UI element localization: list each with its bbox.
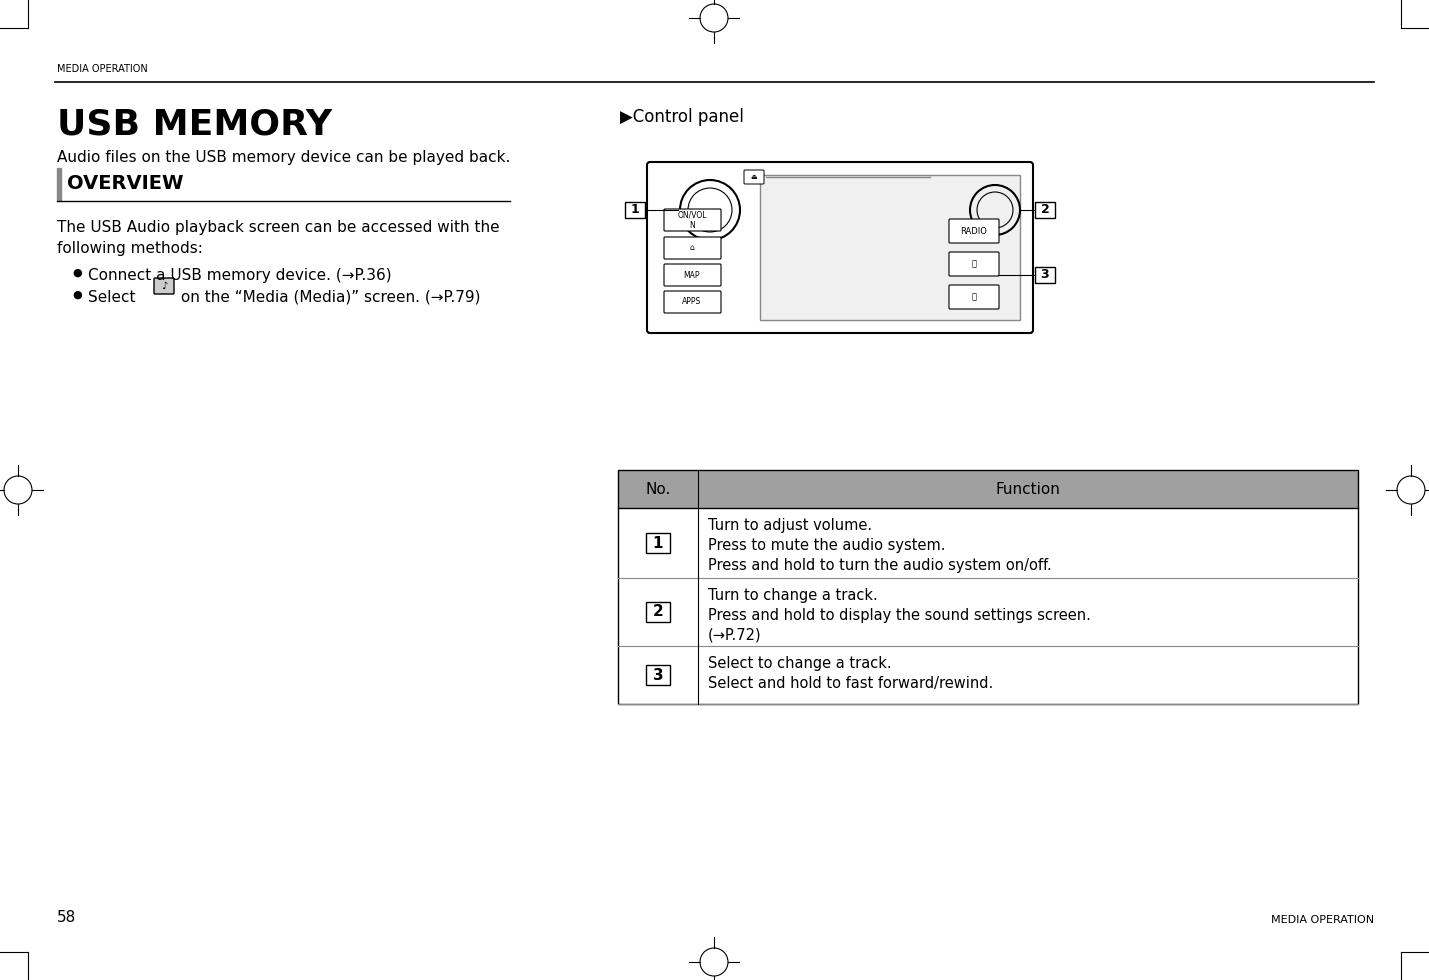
Text: ON/VOL
N: ON/VOL N <box>677 211 707 229</box>
Bar <box>646 602 670 622</box>
Text: ●: ● <box>71 268 81 278</box>
Text: 1: 1 <box>630 204 639 217</box>
FancyBboxPatch shape <box>745 170 765 184</box>
Text: Turn to change a track.
Press and hold to display the sound settings screen.
(→P: Turn to change a track. Press and hold t… <box>707 588 1090 643</box>
Text: APPS: APPS <box>683 298 702 307</box>
Text: Turn to adjust volume.
Press to mute the audio system.
Press and hold to turn th: Turn to adjust volume. Press to mute the… <box>707 518 1052 572</box>
Text: Function: Function <box>996 481 1060 497</box>
FancyBboxPatch shape <box>154 278 174 294</box>
Text: OVERVIEW: OVERVIEW <box>67 174 183 193</box>
FancyBboxPatch shape <box>949 252 999 276</box>
Bar <box>1035 267 1055 283</box>
Bar <box>760 175 1020 320</box>
Bar <box>624 202 644 218</box>
Text: USB MEMORY: USB MEMORY <box>57 108 332 142</box>
Text: ⏭: ⏭ <box>972 292 976 302</box>
Text: ⏮: ⏮ <box>972 260 976 269</box>
Bar <box>617 646 1358 704</box>
Bar <box>1035 202 1055 218</box>
Text: 2: 2 <box>1040 204 1049 217</box>
FancyBboxPatch shape <box>949 285 999 309</box>
Text: Select to change a track.
Select and hold to fast forward/rewind.: Select to change a track. Select and hol… <box>707 656 993 691</box>
FancyBboxPatch shape <box>664 237 722 259</box>
FancyBboxPatch shape <box>664 264 722 286</box>
Text: ⏏: ⏏ <box>750 174 757 180</box>
FancyBboxPatch shape <box>664 209 722 231</box>
Text: MAP: MAP <box>683 270 700 279</box>
Text: No.: No. <box>646 481 670 497</box>
FancyBboxPatch shape <box>664 291 722 313</box>
Bar <box>617 470 1358 508</box>
Text: MEDIA OPERATION: MEDIA OPERATION <box>57 64 147 74</box>
Text: 1: 1 <box>653 535 663 551</box>
Text: 2: 2 <box>653 605 663 619</box>
Text: The USB Audio playback screen can be accessed with the
following methods:: The USB Audio playback screen can be acc… <box>57 220 500 256</box>
Text: on the “Media (Media)” screen. (→P.79): on the “Media (Media)” screen. (→P.79) <box>176 290 480 305</box>
Text: Connect a USB memory device. (→P.36): Connect a USB memory device. (→P.36) <box>89 268 392 283</box>
Text: 58: 58 <box>57 910 76 925</box>
Text: ●: ● <box>71 290 81 300</box>
Text: MEDIA OPERATION: MEDIA OPERATION <box>1270 915 1375 925</box>
FancyBboxPatch shape <box>647 162 1033 333</box>
Text: 3: 3 <box>1040 269 1049 281</box>
Bar <box>57 168 61 200</box>
FancyBboxPatch shape <box>949 219 999 243</box>
Text: Audio files on the USB memory device can be played back.: Audio files on the USB memory device can… <box>57 150 510 165</box>
Text: Select: Select <box>89 290 140 305</box>
Text: 3: 3 <box>653 667 663 682</box>
Text: ⌂: ⌂ <box>690 243 694 253</box>
Text: RADIO: RADIO <box>960 226 987 235</box>
Bar <box>646 665 670 685</box>
Bar <box>617 508 1358 578</box>
Bar <box>617 578 1358 646</box>
Text: ▶Control panel: ▶Control panel <box>620 108 745 126</box>
Bar <box>617 470 1358 704</box>
Bar <box>646 533 670 553</box>
Text: ♪: ♪ <box>161 281 167 291</box>
